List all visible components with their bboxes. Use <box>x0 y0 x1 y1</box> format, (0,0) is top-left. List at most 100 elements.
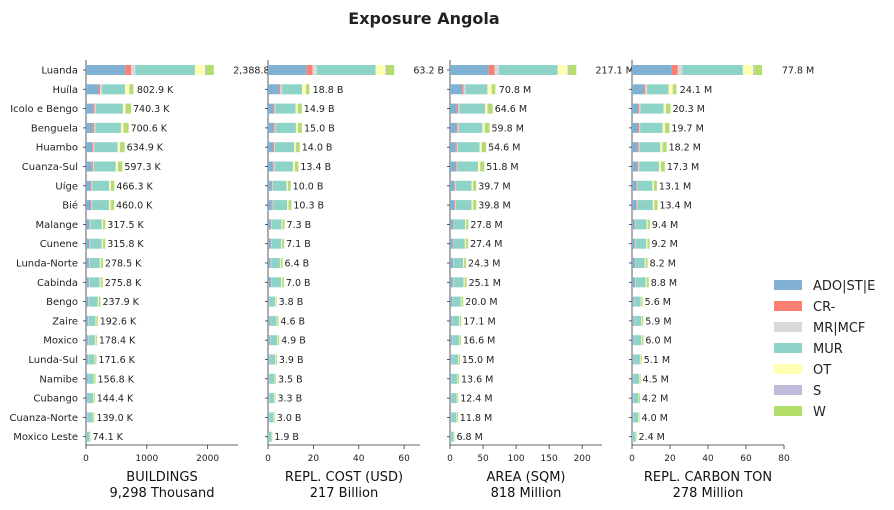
bar-segment-s <box>110 180 112 191</box>
bar-segment-ado-st-e <box>86 84 99 95</box>
bar-segment-mur <box>452 335 459 346</box>
bar-segment-s <box>110 200 112 211</box>
bar-segment-w <box>460 315 462 326</box>
bar-segment-ot <box>92 412 94 423</box>
bar-segment-mr-mcf <box>272 180 273 191</box>
bar-segment-ado-st-e <box>632 335 634 346</box>
bar-segment-w <box>387 65 395 75</box>
bar-segment-mr-mcf <box>273 161 275 172</box>
bar-segment-ado-st-e <box>450 142 456 153</box>
bar-segment-mur <box>87 412 93 423</box>
bar-segment-mr-mcf <box>639 122 641 133</box>
bar-segment-ado-st-e <box>268 142 274 153</box>
bar-value-label: 315.8 K <box>107 239 144 250</box>
bar-segment-mur <box>88 373 94 384</box>
bar-segment-w <box>641 296 643 307</box>
bar-segment-w <box>95 354 97 365</box>
bar-segment-mr-mcf <box>274 103 276 114</box>
x-tick-label: 40 <box>702 454 714 464</box>
bar-segment-mr-mcf <box>272 200 274 211</box>
bar-segment-mur <box>95 122 121 133</box>
bar-segment-mr-mcf <box>454 180 456 191</box>
bar-segment-ado-st-e <box>632 122 638 133</box>
bar-segment-ado-st-e <box>86 258 89 268</box>
bar-segment-ado-st-e <box>632 238 635 249</box>
bar-segment-mur <box>454 219 466 230</box>
bar-value-label: 4.9 B <box>281 336 306 347</box>
bar-segment-ot <box>471 200 474 211</box>
bar-segment-ado-st-e <box>632 412 634 423</box>
bar-segment-ado-st-e <box>268 161 273 172</box>
bar-segment-mur <box>89 277 100 288</box>
bar-segment-ado-st-e <box>268 277 271 288</box>
bar-segment-ado-st-e <box>86 103 94 114</box>
bar-segment-cr <box>454 180 455 191</box>
bar-segment-s <box>123 122 125 133</box>
bar-segment-cr <box>271 200 273 211</box>
bar-value-label: 24.3 M <box>468 259 500 270</box>
bar-segment-ot <box>668 84 673 95</box>
bar-segment-mur <box>453 277 464 288</box>
bar-segment-s <box>205 65 207 75</box>
bar-segment-w <box>639 393 640 404</box>
bar-segment-w <box>492 84 496 95</box>
legend-label-ado-st-e: ADO|ST|E <box>813 279 875 294</box>
bar-value-label: 3.5 B <box>278 374 303 385</box>
row-label: Bié <box>62 200 78 212</box>
bar-value-label: 237.9 K <box>102 297 139 308</box>
bar-segment-ot <box>277 335 278 346</box>
row-label: Lunda-Norte <box>16 259 78 270</box>
bar-value-label: 7.3 B <box>287 220 312 231</box>
bar-segment-ado-st-e <box>632 103 639 114</box>
legend-label-ot: OT <box>813 363 831 378</box>
bar-value-label: 6.0 M <box>645 336 671 347</box>
bar-segment-w <box>458 373 459 384</box>
bar-segment-w <box>298 122 303 133</box>
bar-segment-mr-mcf <box>89 238 91 249</box>
bar-segment-mur <box>274 161 293 172</box>
x-tick-label: 0 <box>447 454 453 464</box>
bar-segment-cr <box>89 219 90 230</box>
bar-segment-ot <box>660 142 663 153</box>
bar-segment-w <box>295 161 299 172</box>
bar-segment-w <box>466 238 469 249</box>
bar-segment-ado-st-e <box>450 354 452 365</box>
bar-segment-ot <box>279 258 281 268</box>
bar-segment-mur <box>282 84 303 95</box>
bar-segment-ado-st-e <box>268 412 270 423</box>
bar-value-label: 3.3 B <box>277 394 302 405</box>
bar-segment-w <box>642 335 644 346</box>
bar-segment-cr <box>634 238 636 249</box>
row-label: Huíla <box>52 84 78 96</box>
bar-segment-w <box>663 142 667 153</box>
bar-segment-w <box>282 219 285 230</box>
bar-value-label: 70.8 M <box>499 85 531 96</box>
x-axis-label: AREA (SQM) <box>486 470 565 485</box>
bar-segment-ot <box>93 393 94 404</box>
bar-segment-w <box>459 335 461 346</box>
bar-segment-ado-st-e <box>86 238 90 249</box>
bar-segment-ado-st-e <box>632 354 634 365</box>
bar-segment-s <box>660 161 662 172</box>
bar-segment-w <box>111 200 114 211</box>
bar-segment-mur <box>451 412 457 423</box>
bar-segment-w <box>275 373 276 384</box>
bar-segment-ado-st-e <box>268 431 269 442</box>
bar-segment-mr-mcf <box>645 84 648 95</box>
bar-segment-ado-st-e <box>632 200 637 211</box>
bar-segment-ot <box>108 200 111 211</box>
bar-segment-ado-st-e <box>450 393 452 404</box>
bar-value-label: 39.7 M <box>478 181 510 192</box>
bar-segment-w <box>661 161 665 172</box>
bar-segment-cr <box>456 122 458 133</box>
row-label: Icolo e Bengo <box>10 104 78 115</box>
bar-segment-w <box>640 354 642 365</box>
row-label: Lunda-Sul <box>28 355 78 366</box>
x-axis-subtitle: 818 Million <box>491 486 562 501</box>
bar-segment-cr <box>93 103 95 114</box>
bar-segment-mur <box>647 84 669 95</box>
x-axis-subtitle: 9,298 Thousand <box>110 486 215 501</box>
bar-segment-ado-st-e <box>86 277 89 288</box>
